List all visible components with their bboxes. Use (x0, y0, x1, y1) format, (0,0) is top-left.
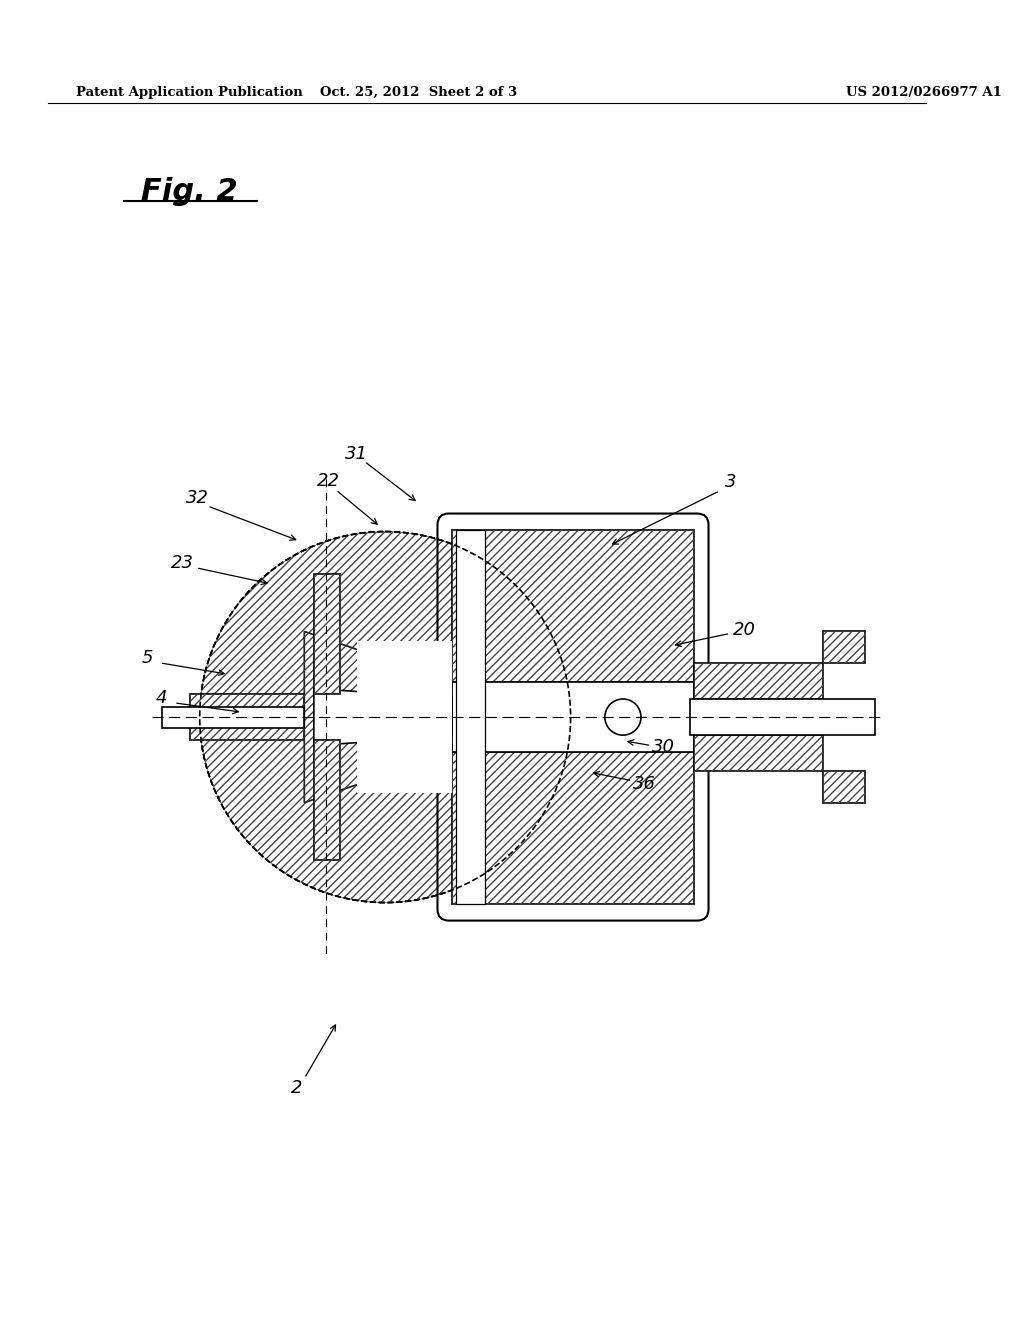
Bar (313, 574, 340, 694)
Bar (694, 735, 822, 771)
Text: 30: 30 (652, 738, 675, 756)
Text: 3: 3 (725, 473, 736, 491)
Text: Fig. 2: Fig. 2 (140, 177, 238, 206)
Bar (452, 752, 694, 904)
Bar (452, 529, 694, 682)
Polygon shape (304, 631, 452, 803)
Polygon shape (356, 642, 452, 793)
Bar (313, 741, 340, 859)
Bar (822, 771, 865, 803)
Text: 4: 4 (156, 689, 168, 708)
Bar (452, 529, 694, 682)
Bar (313, 741, 340, 859)
Bar (313, 574, 340, 694)
Text: 32: 32 (186, 490, 209, 507)
Text: US 2012/0266977 A1: US 2012/0266977 A1 (847, 86, 1002, 99)
Bar (457, 529, 485, 904)
Text: 22: 22 (316, 473, 340, 490)
Bar (190, 694, 304, 741)
Text: 31: 31 (345, 445, 369, 462)
Bar (162, 706, 304, 727)
Circle shape (200, 532, 570, 903)
Text: 2: 2 (291, 1078, 302, 1097)
Text: 5: 5 (141, 649, 154, 667)
Bar (689, 700, 874, 735)
Text: Oct. 25, 2012  Sheet 2 of 3: Oct. 25, 2012 Sheet 2 of 3 (319, 86, 517, 99)
Bar (694, 663, 822, 700)
Polygon shape (313, 689, 452, 746)
Bar (822, 631, 865, 663)
Bar (452, 752, 694, 904)
Circle shape (605, 700, 641, 735)
Bar (452, 682, 694, 752)
Bar (694, 663, 822, 700)
Bar (190, 694, 304, 741)
Text: 20: 20 (733, 620, 756, 639)
Bar (822, 771, 865, 803)
Bar (822, 631, 865, 663)
Text: 23: 23 (171, 554, 195, 572)
Bar (694, 735, 822, 771)
Text: 36: 36 (633, 775, 656, 792)
Text: Patent Application Publication: Patent Application Publication (76, 86, 303, 99)
